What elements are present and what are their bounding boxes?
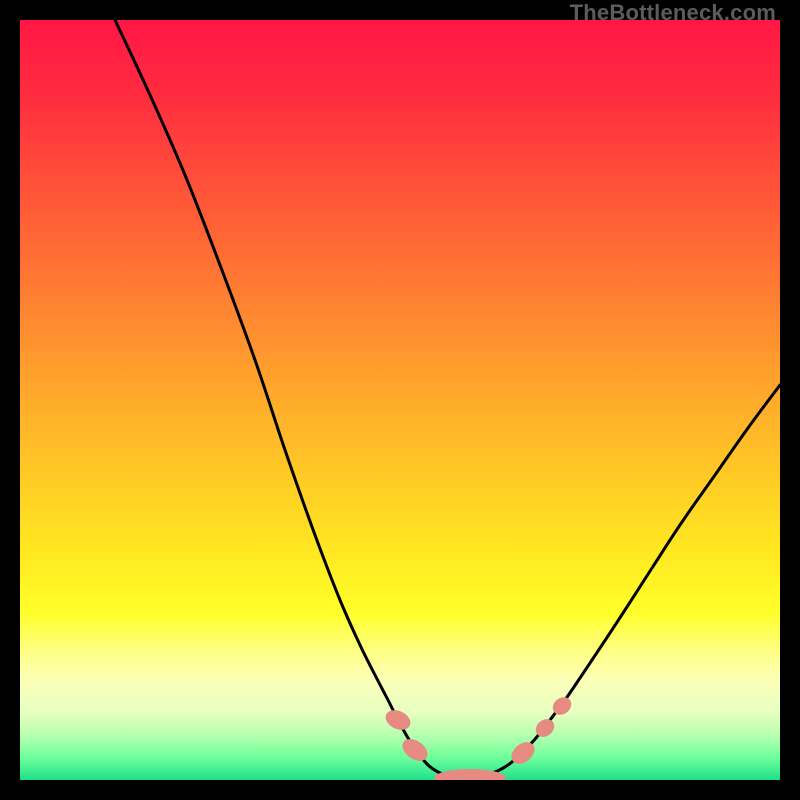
watermark-text: TheBottleneck.com [570, 0, 776, 26]
curve-right-branch [458, 385, 780, 778]
curve-left-branch [115, 20, 458, 778]
curve-layer [20, 20, 780, 780]
plot-area [20, 20, 780, 780]
marker-1 [398, 735, 431, 766]
marker-0 [382, 706, 413, 733]
chart-frame: TheBottleneck.com [0, 0, 800, 800]
